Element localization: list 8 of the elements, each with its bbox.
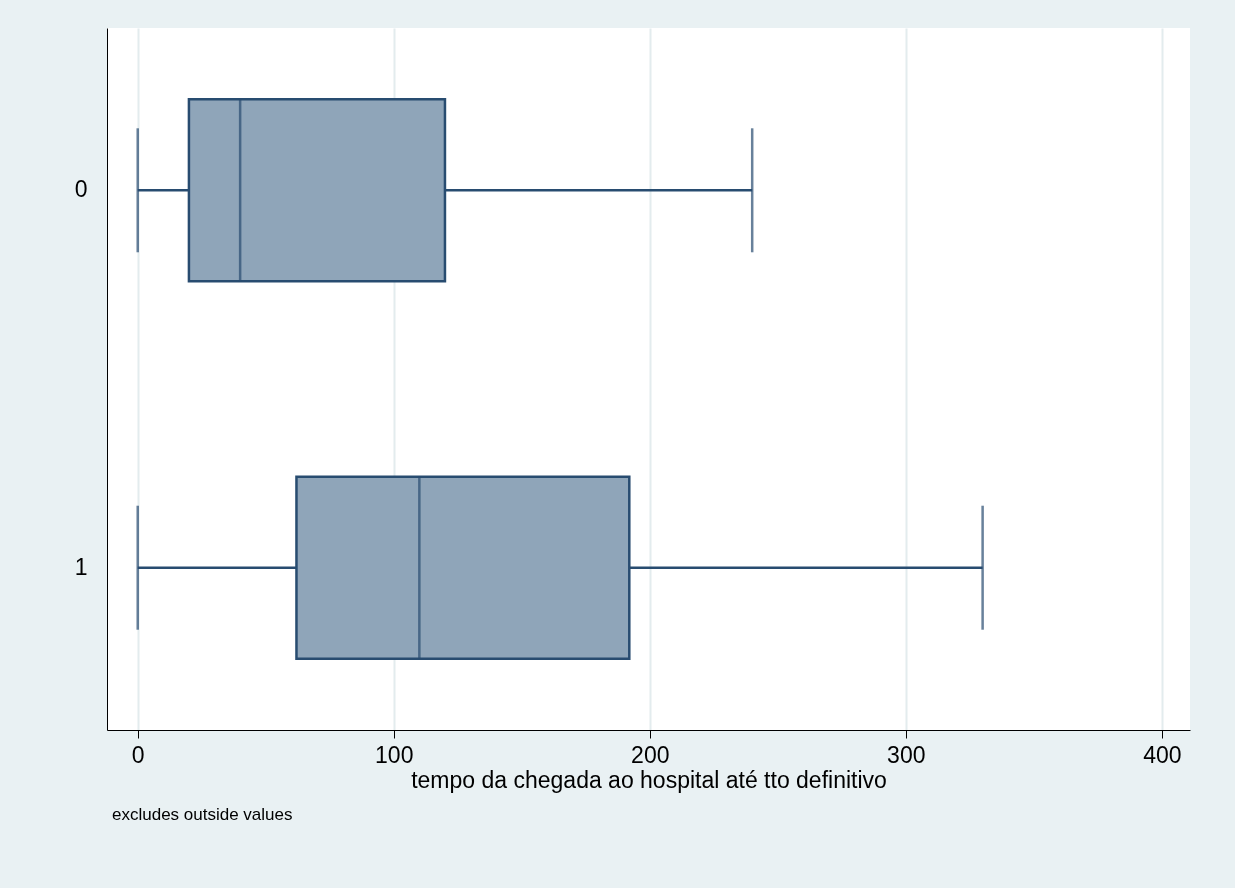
x-axis-title: tempo da chegada ao hospital até tto definitivo [411,766,887,793]
y-tick-label: 1 [74,553,88,580]
x-tick-label: 0 [131,741,145,768]
x-tick-label: 100 [375,741,414,768]
x-tick-label: 200 [631,741,670,768]
x-tick-label: 400 [1143,741,1182,768]
x-tick-label: 300 [887,741,926,768]
text: excludes outside values [112,805,293,824]
